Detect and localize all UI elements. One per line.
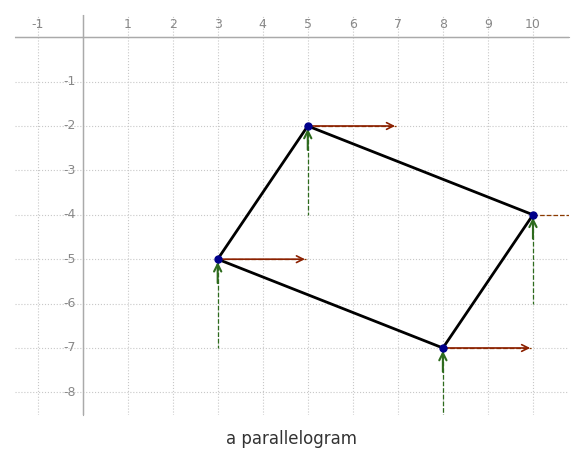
Text: -1: -1 — [64, 75, 76, 88]
Point — [529, 211, 538, 218]
Text: 9: 9 — [484, 17, 492, 31]
Text: 3: 3 — [214, 17, 221, 31]
Text: 10: 10 — [525, 17, 541, 31]
Text: a parallelogram: a parallelogram — [227, 430, 357, 448]
Text: -5: -5 — [63, 253, 76, 266]
Text: -3: -3 — [64, 164, 76, 177]
Text: -1: -1 — [32, 17, 44, 31]
Text: -2: -2 — [64, 119, 76, 133]
Text: 6: 6 — [349, 17, 357, 31]
Text: -8: -8 — [63, 386, 76, 399]
Text: -7: -7 — [63, 341, 76, 355]
Point — [438, 344, 447, 351]
Text: 1: 1 — [124, 17, 131, 31]
Text: -6: -6 — [64, 297, 76, 310]
Text: 7: 7 — [394, 17, 402, 31]
Text: 2: 2 — [169, 17, 176, 31]
Point — [303, 122, 312, 130]
Point — [213, 255, 223, 263]
Text: -4: -4 — [64, 208, 76, 221]
Text: 4: 4 — [259, 17, 267, 31]
Text: 5: 5 — [304, 17, 312, 31]
Text: 8: 8 — [439, 17, 447, 31]
